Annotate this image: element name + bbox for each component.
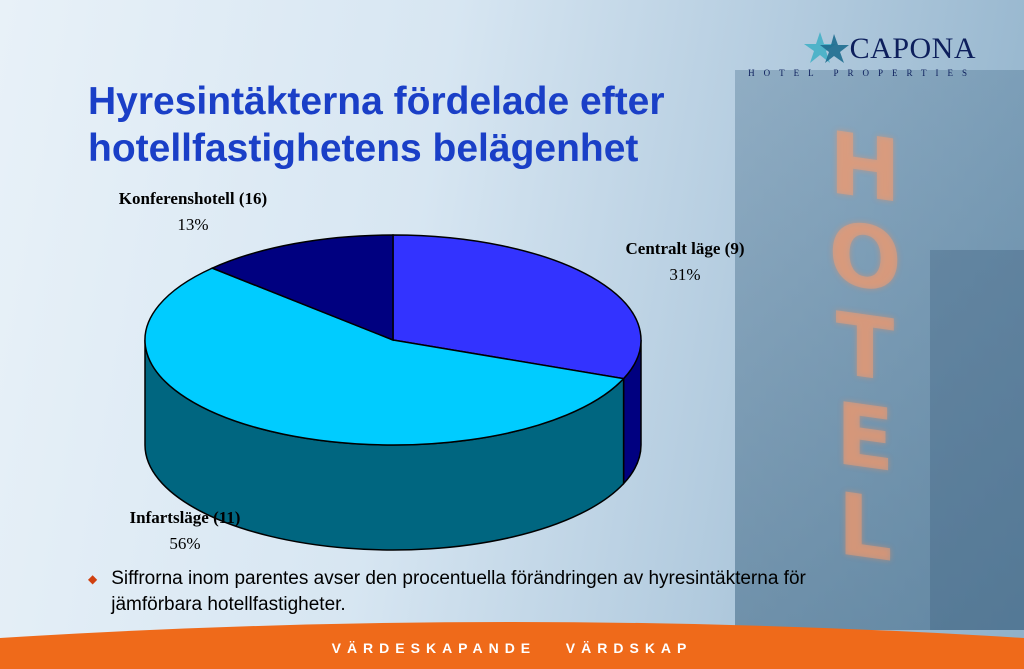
background-panel bbox=[930, 250, 1024, 630]
pie-slice bbox=[392, 234, 642, 380]
slice-label-name: Konferenshotell (16) bbox=[118, 189, 268, 208]
slice-label-percent: 13% bbox=[177, 215, 209, 234]
logo-name: CAPONA bbox=[849, 32, 976, 65]
star-logo-icon bbox=[803, 32, 849, 63]
slide-title-line-1: Hyresintäkterna fördelade efter bbox=[88, 80, 665, 123]
capona-logo: CAPONA HOTEL PROPERTIES bbox=[748, 30, 976, 78]
background-building bbox=[735, 70, 1024, 630]
slice-label-name: Centralt läge (9) bbox=[625, 239, 745, 258]
slice-label-infart: Infartsläge (11) 56% bbox=[90, 505, 280, 557]
slide-title: Hyresintäkterna fördelade efter hotellfa… bbox=[88, 78, 788, 172]
slide-title-line-2: hotellfastighetens belägenhet bbox=[88, 127, 639, 170]
slice-label-percent: 56% bbox=[169, 534, 201, 553]
pie-slice bbox=[144, 267, 626, 446]
footer-slogan: VÄRDESKAPANDE VÄRDSKAP bbox=[331, 640, 693, 656]
bullet-diamond-icon: ◆ bbox=[88, 572, 98, 586]
pie-slice bbox=[210, 234, 394, 342]
footer-bar bbox=[0, 622, 1024, 669]
slice-label-konferens: Konferenshotell (16) 13% bbox=[88, 186, 298, 238]
slice-label-centralt: Centralt läge (9) 31% bbox=[590, 236, 780, 288]
footnote-text: Siffrorna inom parentes avser den procen… bbox=[111, 568, 806, 615]
slice-label-percent: 31% bbox=[669, 265, 701, 284]
slice-label-name: Infartsläge (11) bbox=[129, 508, 241, 527]
logo-subtitle: HOTEL PROPERTIES bbox=[748, 68, 976, 78]
footnote: ◆ Siffrorna inom parentes avser den proc… bbox=[88, 566, 808, 618]
